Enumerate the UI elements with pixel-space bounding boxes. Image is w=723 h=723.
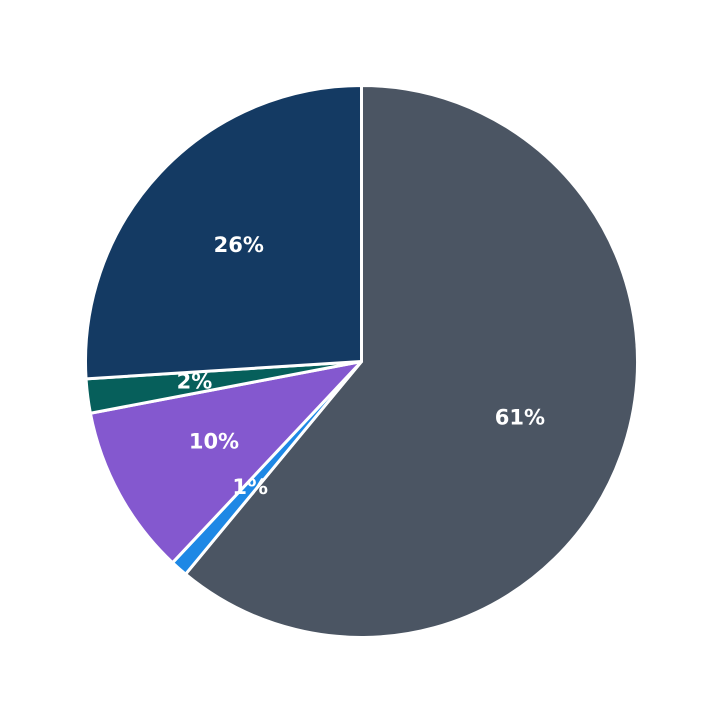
pie-slice-label: 1% bbox=[232, 475, 268, 499]
pie-slice-label: 2% bbox=[177, 370, 213, 394]
slices-layer bbox=[84, 84, 639, 639]
pie-slice-label: 61% bbox=[495, 406, 545, 430]
pie-slice-10-percent bbox=[88, 360, 363, 565]
labels-layer: 61% 1% 10% 2% 26% bbox=[177, 233, 545, 499]
pie-slice-label: 10% bbox=[189, 430, 239, 454]
pie-slice-61-percent bbox=[184, 84, 639, 639]
pie-slice-label: 26% bbox=[214, 233, 264, 257]
pie-slice-26-percent bbox=[84, 84, 363, 381]
